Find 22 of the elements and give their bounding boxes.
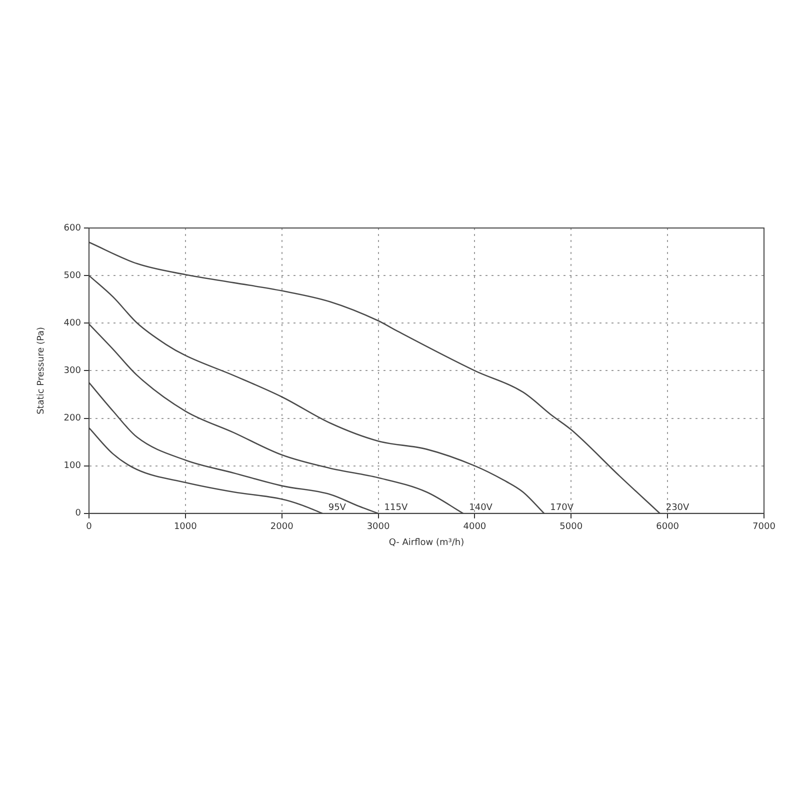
y-tick-label: 600 — [64, 223, 82, 234]
x-tick-label: 0 — [86, 522, 92, 532]
y-tick-label: 200 — [64, 414, 82, 424]
x-axis-title: Q- Airflow (m³/h) — [388, 538, 464, 548]
y-tick-label: 400 — [64, 318, 82, 328]
series-label: 170V — [550, 503, 574, 514]
y-tick-label: 500 — [64, 270, 82, 281]
x-tick-label: 1000 — [174, 522, 198, 532]
series-label: 140V — [469, 503, 494, 514]
y-tick-label: 300 — [64, 366, 82, 376]
x-tick-label: 4000 — [463, 522, 486, 532]
x-tick-label: 3000 — [366, 522, 390, 532]
series-label: 230V — [666, 503, 690, 514]
x-tick-label: 2000 — [270, 522, 294, 532]
x-tick-label: 6000 — [656, 522, 680, 532]
x-tick-label: 5000 — [560, 522, 583, 532]
series-label: 115V — [384, 503, 408, 514]
y-tick-label: 0 — [75, 508, 82, 519]
x-tick-label: 7000 — [752, 522, 776, 532]
y-axis-title: Static Pressure (Pa) — [36, 326, 47, 414]
series-label: 95V — [328, 503, 347, 514]
y-tick-label: 100 — [64, 461, 82, 472]
